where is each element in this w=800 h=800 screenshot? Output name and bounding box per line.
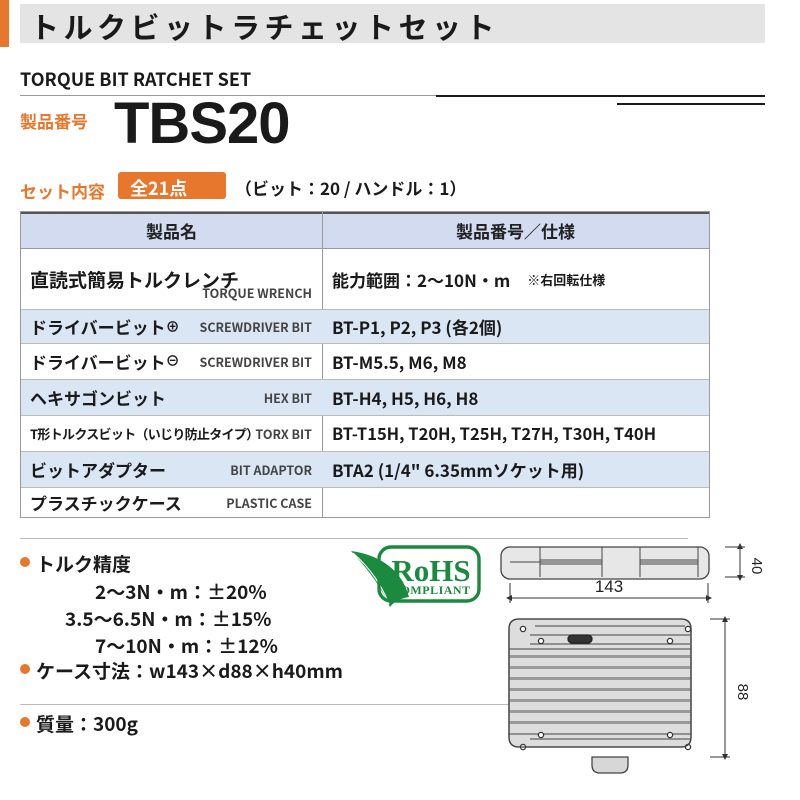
svg-text:143: 143 bbox=[595, 577, 623, 596]
svg-text:40: 40 bbox=[748, 558, 765, 575]
svg-text:88: 88 bbox=[734, 684, 751, 701]
svg-text:COMPLIANT: COMPLIANT bbox=[391, 583, 470, 597]
